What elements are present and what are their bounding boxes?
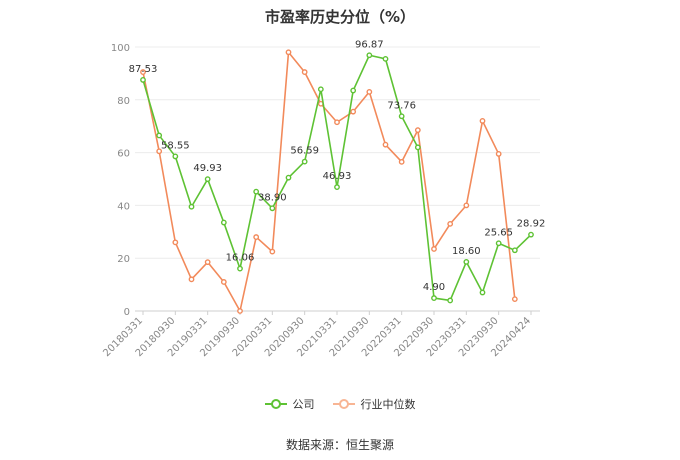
industry-point-9 bbox=[285, 49, 292, 56]
company-point-18 bbox=[431, 295, 437, 301]
data-label-2: 58.55 bbox=[161, 140, 190, 151]
legend: 公司 行业中位数 bbox=[0, 396, 680, 412]
industry-point-4 bbox=[204, 259, 211, 266]
industry-point-19 bbox=[447, 220, 454, 227]
industry-point-1 bbox=[156, 148, 163, 155]
data-label-24: 28.92 bbox=[517, 219, 546, 230]
y-tick-label-60: 60 bbox=[117, 149, 130, 160]
industry-point-14 bbox=[366, 88, 373, 95]
legend-label-company: 公司 bbox=[292, 398, 315, 411]
y-tick-label-100: 100 bbox=[111, 43, 130, 54]
x-axis: 2018033120180930201903312019093020200331… bbox=[101, 311, 533, 359]
company-point-11 bbox=[317, 86, 324, 93]
industry-point-16 bbox=[398, 158, 405, 165]
industry-point-22 bbox=[495, 151, 502, 157]
industry-point-17 bbox=[414, 127, 421, 134]
y-axis: 0 20 40 60 80 100 bbox=[111, 43, 130, 318]
company-point-5 bbox=[220, 219, 227, 226]
data-label-8: 38.90 bbox=[258, 192, 287, 203]
company-point-7 bbox=[253, 188, 260, 195]
company-point-16 bbox=[398, 113, 405, 120]
industry-point-0 bbox=[140, 69, 146, 75]
company-point-23 bbox=[511, 247, 518, 254]
company-point-14 bbox=[366, 52, 373, 59]
y-tick-label-80: 80 bbox=[117, 96, 130, 107]
data-label-22: 25.65 bbox=[484, 227, 513, 238]
industry-point-3 bbox=[188, 276, 195, 283]
company-point-2 bbox=[172, 153, 179, 160]
company-point-3 bbox=[188, 203, 195, 210]
legend-swatch-company bbox=[264, 398, 287, 410]
company-point-13 bbox=[350, 87, 357, 94]
data-label-0: 87.53 bbox=[129, 64, 158, 75]
legend-item-company[interactable]: 公司 bbox=[264, 396, 315, 412]
data-label-10: 56.59 bbox=[290, 146, 319, 157]
series-industry bbox=[140, 49, 518, 314]
data-label-20: 18.60 bbox=[452, 246, 481, 257]
company-point-9 bbox=[285, 174, 292, 181]
industry-point-8 bbox=[269, 248, 276, 255]
y-tick-label-20: 20 bbox=[117, 254, 130, 265]
series-company bbox=[140, 52, 534, 304]
data-label-4: 49.93 bbox=[193, 163, 222, 174]
company-point-15 bbox=[382, 55, 389, 62]
industry-point-13 bbox=[350, 108, 357, 115]
industry-point-21 bbox=[479, 118, 486, 124]
data-label-14: 96.87 bbox=[355, 39, 384, 50]
legend-swatch-industry bbox=[332, 398, 355, 410]
data-label-12: 46.93 bbox=[323, 171, 352, 182]
line-chart: 0 20 40 60 80 100 201803312018093020190331201… bbox=[101, 39, 546, 359]
source-note: 数据来源：恒生聚源 bbox=[285, 438, 394, 452]
industry-point-2 bbox=[172, 239, 179, 246]
company-point-8 bbox=[269, 205, 276, 212]
y-tick-label-0: 0 bbox=[124, 307, 130, 318]
industry-point-18 bbox=[431, 246, 437, 252]
data-label-16: 73.76 bbox=[387, 100, 416, 111]
company-point-19 bbox=[447, 297, 454, 304]
legend-item-industry[interactable]: 行业中位数 bbox=[332, 396, 416, 412]
company-point-21 bbox=[479, 289, 486, 296]
company-point-17 bbox=[414, 144, 421, 151]
data-labels: 87.53 58.55 49.93 16.06 38.90 56.59 46.93 96.87… bbox=[129, 39, 546, 293]
industry-point-5 bbox=[220, 279, 227, 285]
company-point-6 bbox=[237, 265, 243, 272]
company-point-1 bbox=[156, 132, 163, 139]
industry-line bbox=[142, 51, 516, 312]
industry-point-12 bbox=[334, 119, 340, 126]
company-point-4 bbox=[204, 176, 211, 183]
company-point-20 bbox=[463, 258, 470, 265]
company-point-24 bbox=[528, 231, 534, 238]
data-label-6: 16.06 bbox=[226, 253, 255, 264]
company-point-0 bbox=[140, 77, 146, 83]
industry-point-7 bbox=[253, 234, 260, 240]
chart-title: 市盈率历史分位（%） bbox=[264, 8, 416, 26]
y-tick-label-40: 40 bbox=[117, 201, 130, 212]
legend-label-industry: 行业中位数 bbox=[360, 398, 416, 411]
industry-point-10 bbox=[301, 69, 308, 75]
company-point-10 bbox=[301, 158, 308, 165]
company-point-22 bbox=[495, 240, 502, 247]
data-label-18: 4.90 bbox=[423, 282, 445, 293]
industry-point-20 bbox=[463, 202, 470, 209]
industry-point-15 bbox=[382, 141, 389, 148]
company-point-12 bbox=[334, 184, 340, 191]
industry-point-6 bbox=[237, 308, 243, 314]
industry-point-23 bbox=[511, 296, 518, 303]
